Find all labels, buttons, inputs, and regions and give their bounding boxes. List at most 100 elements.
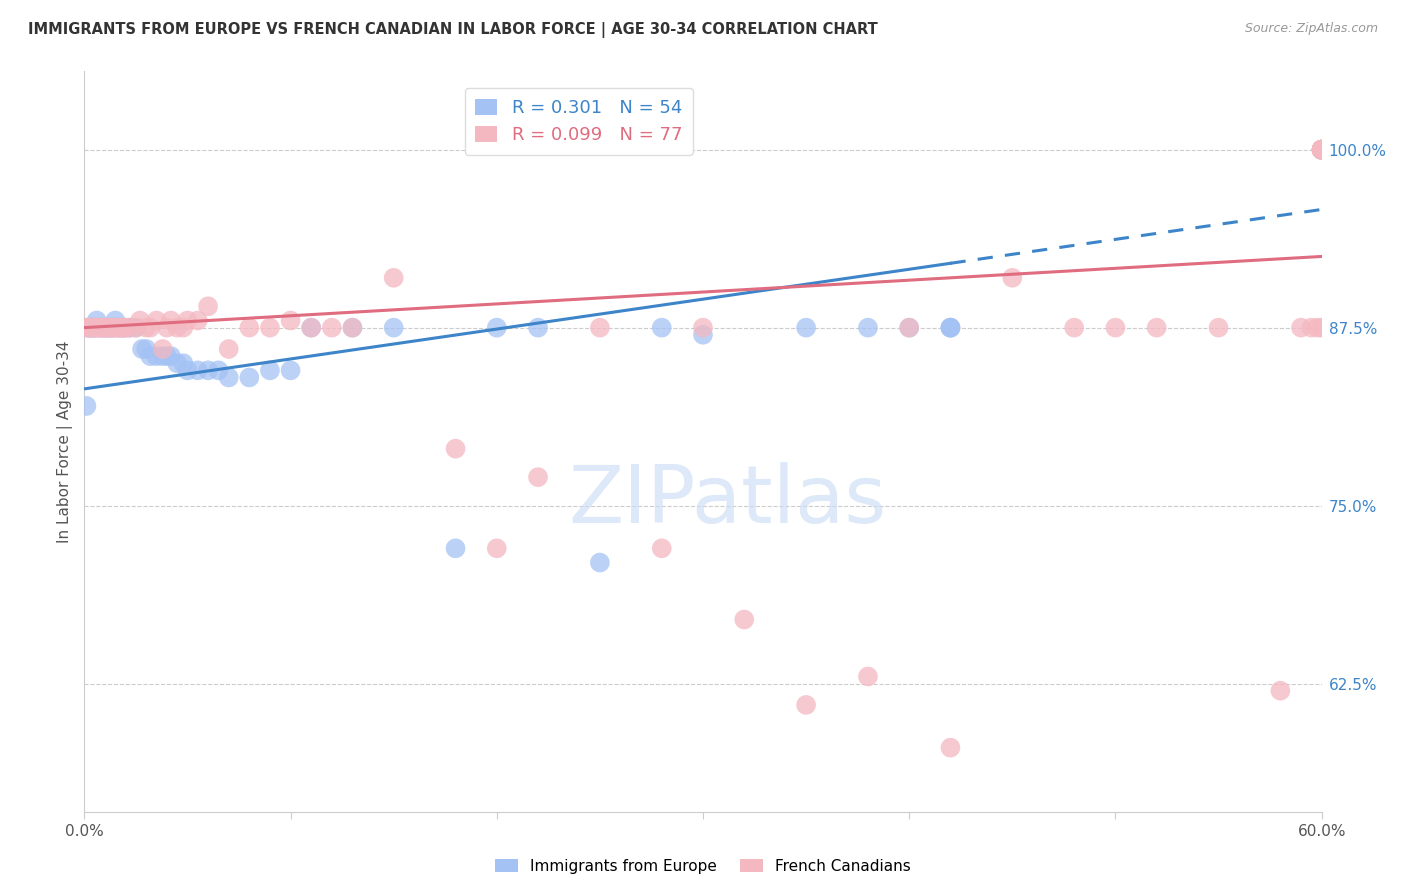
Point [125,320,148,334]
Point [87,320,110,334]
Point [1310,143,1333,157]
Point [82,320,104,334]
Point [172,356,194,370]
Point [82,320,104,334]
Point [321,320,343,334]
Point [444,442,467,456]
Point [692,320,714,334]
Point [794,320,817,334]
Point [145,313,167,327]
Point [108,320,131,334]
Point [1310,143,1333,157]
Point [651,541,673,556]
Point [108,320,131,334]
Point [103,320,125,334]
Point [94,320,117,334]
Point [485,320,508,334]
Point [96,320,118,334]
Point [1146,320,1168,334]
Point [83,320,105,334]
Point [75,399,97,413]
Point [197,299,219,313]
Legend: Immigrants from Europe, French Canadians: Immigrants from Europe, French Canadians [489,853,917,880]
Point [939,320,962,334]
Point [1310,143,1333,157]
Point [125,320,148,334]
Point [105,320,128,334]
Point [1310,320,1333,334]
Point [794,698,817,712]
Point [1104,320,1126,334]
Point [218,342,240,356]
Point [856,669,879,683]
Point [527,470,550,484]
Point [1289,320,1312,334]
Point [218,370,240,384]
Point [90,320,112,334]
Point [1310,143,1333,157]
Point [299,320,322,334]
Point [187,313,209,327]
Point [86,313,108,327]
Point [87,320,110,334]
Point [299,320,322,334]
Point [96,320,118,334]
Point [1310,143,1333,157]
Point [160,349,183,363]
Point [160,313,183,327]
Point [129,313,152,327]
Point [79,320,101,334]
Point [118,320,141,334]
Point [104,320,127,334]
Point [527,320,550,334]
Point [342,320,364,334]
Point [651,320,673,334]
Point [103,320,125,334]
Point [1310,143,1333,157]
Point [139,320,162,334]
Point [733,613,755,627]
Point [856,320,879,334]
Point [110,320,132,334]
Point [939,320,962,334]
Point [100,320,122,334]
Point [172,320,194,334]
Point [94,320,117,334]
Point [114,320,136,334]
Point [91,320,114,334]
Point [139,349,162,363]
Point [1001,270,1024,285]
Legend: R = 0.301   N = 54, R = 0.099   N = 77: R = 0.301 N = 54, R = 0.099 N = 77 [464,87,693,155]
Point [91,320,114,334]
Point [280,313,302,327]
Point [90,320,112,334]
Text: Source: ZipAtlas.com: Source: ZipAtlas.com [1244,22,1378,36]
Point [382,270,405,285]
Point [98,320,121,334]
Point [1310,143,1333,157]
Point [98,320,121,334]
Point [1310,143,1333,157]
Point [83,320,105,334]
Point [135,320,157,334]
Point [166,356,188,370]
Point [176,363,198,377]
Point [382,320,405,334]
Point [939,740,962,755]
Point [259,363,281,377]
Point [112,320,135,334]
Point [207,363,229,377]
Point [105,320,128,334]
Point [280,363,302,377]
Point [118,320,141,334]
Point [187,363,209,377]
Point [131,342,153,356]
Point [1063,320,1085,334]
Point [589,320,612,334]
Point [1306,320,1329,334]
Point [86,320,108,334]
Point [77,320,100,334]
Point [176,313,198,327]
Point [114,320,136,334]
Point [898,320,921,334]
